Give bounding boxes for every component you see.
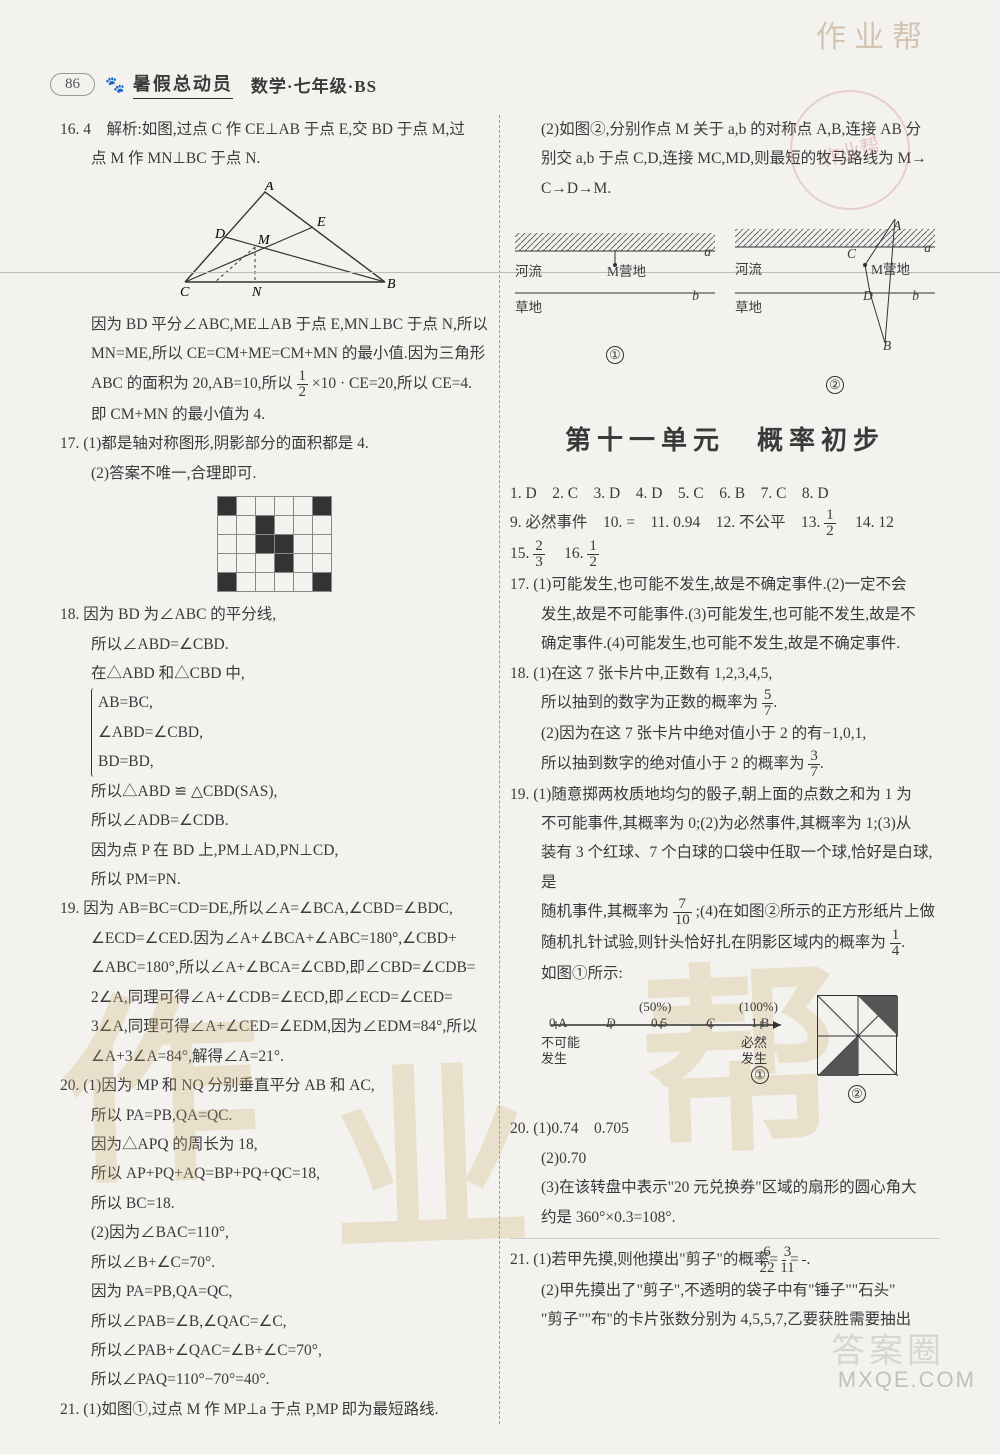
q16-body4: 即 CM+MN 的最小值为 4. [60,400,489,429]
r-q17-1: 17. (1)可能发生,也可能不发生,故是不确定事件.(2)一定不会 [510,570,940,599]
book-title: 暑假总动员 [133,70,233,99]
r-q21-2: (2)甲先摸出了"剪子",不透明的袋子中有"锤子""石头" [510,1276,940,1305]
r-q19-1: 19. (1)随意掷两枚质地均匀的骰子,朝上面的点数之和为 1 为 [510,780,940,809]
frac-21b: 311 [802,1245,806,1276]
q16-body3b: ×10 · CE=20,所以 CE=4. [312,375,472,392]
q18-b2: ∠ABD=∠CBD, [98,718,489,747]
figure-q16-triangle: A E D M C N B [60,182,489,302]
figure-numberline: (50%) (100%) 0 A D 0.5 C 1 B 不可能 发生 必然 发… [541,995,801,1065]
ans-line3: 15. 23 16. 12 [510,539,940,570]
r-q17-3: 确定事件.(4)可能发生,也可能不发生,故是不确定事件. [510,629,940,658]
ans-line2: 9. 必然事件 10. = 11. 0.94 12. 不公平 13. 12 14… [510,508,940,539]
header-icon: 🐾 [105,75,125,95]
watermark-answer: 答案圈 [831,1323,945,1372]
r-q20-1: 20. (1)0.74 0.705 [510,1114,940,1143]
q19-3: ∠ABC=180°,所以∠A+∠BCA=∠CBD,即∠CBD=∠CDB= [60,953,489,982]
frac-half: 12 [297,369,309,400]
r-q19-4: 随机事件,其概率为 710 ;(4)在如图②所示的正方形纸片上做 [510,897,940,928]
q18-4: 所以△ABD ≌ △CBD(SAS), [60,777,489,806]
r-q20-2: (2)0.70 [510,1144,940,1173]
q18-5: 所以∠ADB=∠CDB. [60,806,489,835]
r-q21-1: 21. (1)若甲先摸,则他摸出"剪子"的概率= 622 = 311. [510,1245,940,1276]
r-q20-4: 约是 360°×0.3=108°. [510,1203,940,1232]
svg-text:B: B [387,277,395,292]
svg-text:M: M [257,233,271,248]
frac-18b: 37 [808,749,820,780]
r-q19-6: 如图①所示: [510,959,940,988]
q20-3: 因为△APQ 的周长为 18, [60,1130,489,1159]
q18-6: 因为点 P 在 BD 上,PM⊥AD,PN⊥CD, [60,836,489,865]
q21-1: 21. (1)如图①,过点 M 作 MP⊥a 于点 P,MP 即为最短路线. [60,1395,489,1424]
q17-2: (2)答案不唯一,合理即可. [60,459,489,488]
frac-19a: 710 [673,897,692,928]
q20-5: 所以 BC=18. [60,1189,489,1218]
frac-18a: 57 [762,688,774,719]
r-q20-3: (3)在该转盘中表示"20 元兑换券"区域的扇形的圆心角大 [510,1173,940,1202]
q18-3: 在△ABD 和△CBD 中, [60,659,489,688]
q19-5: 3∠A,同理可得∠A+∠CED=∠EDM,因为∠EDM=84°,所以 [60,1012,489,1041]
svg-text:N: N [251,285,262,300]
q18-b3: BD=BD, [98,747,489,776]
figure-river: a M营地 河流 b 草地 ① [510,213,940,397]
page-header: 86 🐾 暑假总动员 数学·七年级·BS [50,70,950,99]
divider [510,1238,940,1239]
frac-15: 23 [533,539,545,570]
q19-1: 19. 因为 AB=BC=CD=DE,所以∠A=∠BCA,∠CBD=∠BDC, [60,894,489,923]
q18-7: 所以 PM=PN. [60,865,489,894]
q20-6: (2)因为∠BAC=110°, [60,1218,489,1247]
q19-2: ∠ECD=∠CED.因为∠A+∠BCA+∠ABC=180°,∠CBD+ [60,924,489,953]
q16-body3: ABC 的面积为 20,AB=10,所以 12 ×10 · CE=20,所以 C… [60,369,489,400]
q20-9: 所以∠PAB=∠B,∠QAC=∠C, [60,1307,489,1336]
left-column: 16. 4 解析:如图,过点 C 作 CE⊥AB 于点 E,交 BD 于点 M,… [50,115,500,1424]
r-q19-2: 不可能事件,其概率为 0;(2)为必然事件,其概率为 1;(3)从 [510,809,940,838]
q20-4: 所以 AP+PQ+AQ=BP+PQ+QC=18, [60,1159,489,1188]
q18-b1: AB=BC, [98,688,489,717]
unit-title: 第十一单元 概率初步 [510,416,940,465]
page-number: 86 [50,73,95,96]
q20-2: 所以 PA=PB,QA=QC. [60,1101,489,1130]
r-q18-4: 所以抽到数字的绝对值小于 2 的概率为 37. [510,749,940,780]
stamp-text: 作业帮 [817,128,882,172]
figure-q17-grid [60,496,489,592]
r-q19-3: 装有 3 个红球、7 个白球的口袋中任取一个球,恰好是白球,是 [510,838,940,897]
q17-1: 17. (1)都是轴对称图形,阴影部分的面积都是 4. [60,429,489,458]
q16-body3a: ABC 的面积为 20,AB=10,所以 [91,375,293,392]
q19-6: ∠A+3∠A=84°,解得∠A=21°. [60,1042,489,1071]
q16-body2: MN=ME,所以 CE=CM+ME=CM+MN 的最小值.因为三角形 [60,339,489,368]
q20-7: 所以∠B+∠C=70°. [60,1248,489,1277]
r-q18-2: 所以抽到的数字为正数的概率为 57. [510,688,940,719]
q20-1: 20. (1)因为 MP 和 NQ 分别垂直平分 AB 和 AC, [60,1071,489,1100]
q20-8: 因为 PA=PB,QA=QC, [60,1277,489,1306]
q18-1: 18. 因为 BD 为∠ABC 的平分线, [60,600,489,629]
q20-11: 所以∠PAQ=110°−70°=40°. [60,1365,489,1394]
q16-line2: 点 M 作 MN⊥BC 于点 N. [60,144,489,173]
q18-2: 所以∠ABD=∠CBD. [60,630,489,659]
frac-16: 12 [587,539,599,570]
right-column: (2)如图②,分别作点 M 关于 a,b 的对称点 A,B,连接 AB 分 别交… [500,115,950,1424]
r-q18-1: 18. (1)在这 7 张卡片中,正数有 1,2,3,4,5, [510,659,940,688]
r-q17-2: 发生,故是不可能事件.(3)可能发生,也可能不发生,故是不 [510,600,940,629]
figure-square: ② [817,995,897,1108]
q20-10: 所以∠PAB+∠QAC=∠B+∠C=70°, [60,1336,489,1365]
q16-line1: 16. 4 解析:如图,过点 C 作 CE⊥AB 于点 E,交 BD 于点 M,… [60,115,489,144]
svg-text:D: D [214,227,225,242]
subject-label: 数学·七年级·BS [251,72,377,97]
watermark-top: 作业帮 [816,12,930,56]
site-mark: MXQE.COM [838,1367,976,1393]
svg-text:E: E [316,215,326,230]
q18-brace: AB=BC, ∠ABD=∠CBD, BD=BD, [91,688,489,776]
q19-4: 2∠A,同理可得∠A+∠CDB=∠ECD,即∠ECD=∠CED= [60,983,489,1012]
r-q18-3: (2)因为在这 7 张卡片中绝对值小于 2 的有−1,0,1, [510,719,940,748]
frac-19b: 14 [890,928,902,959]
r-q19-5: 随机扎针试验,则针头恰好扎在阴影区域内的概率为 14. [510,928,940,959]
q16-body1: 因为 BD 平分∠ABC,ME⊥AB 于点 E,MN⊥BC 于点 N,所以 [60,310,489,339]
svg-text:A: A [264,182,274,194]
svg-text:C: C [180,285,190,300]
frac-13: 12 [824,508,836,539]
ans-line1: 1. D 2. C 3. D 4. D 5. C 6. B 7. C 8. D [510,479,940,508]
